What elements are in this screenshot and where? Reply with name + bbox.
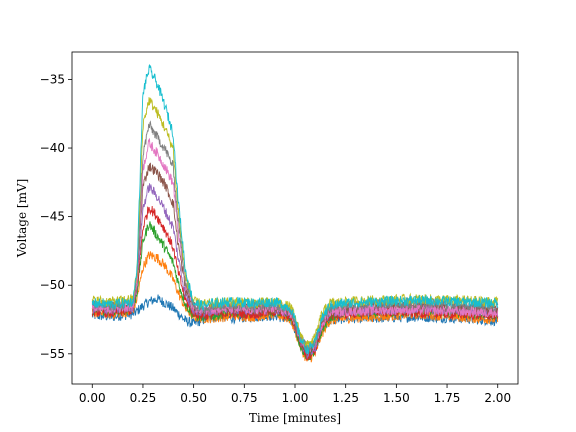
y-tick-label: −55 [40, 347, 65, 361]
x-tick-label: 0.75 [231, 391, 258, 405]
x-tick-label: 0.25 [130, 391, 157, 405]
x-tick-label: 1.75 [434, 391, 461, 405]
y-tick-label: −40 [40, 141, 65, 155]
x-tick-label: 1.25 [332, 391, 359, 405]
series-line-10 [91, 64, 499, 355]
y-axis-label: Voltage [mV] [15, 179, 29, 259]
x-tick-label: 0.50 [180, 391, 207, 405]
x-axis-ticks: 0.00 0.25 0.50 0.75 1.00 1.25 1.50 1.75 2.00 [79, 384, 511, 405]
x-axis-label: Time [minutes] [249, 411, 341, 425]
y-tick-label: −45 [40, 210, 65, 224]
series-layer [91, 64, 499, 363]
x-tick-label: 0.00 [79, 391, 106, 405]
x-tick-label: 1.50 [383, 391, 410, 405]
x-tick-label: 1.00 [282, 391, 309, 405]
y-tick-label: −50 [40, 278, 65, 292]
y-axis-ticks: −55 −50 −45 −40 −35 [40, 72, 72, 361]
plot-frame [71, 51, 519, 385]
x-tick-label: 2.00 [484, 391, 511, 405]
y-tick-label: −35 [40, 72, 65, 86]
